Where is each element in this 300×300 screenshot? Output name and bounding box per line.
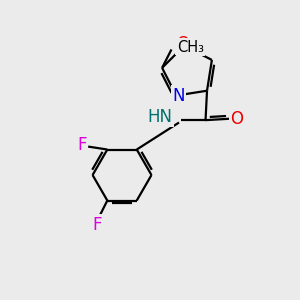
Text: O: O: [230, 110, 244, 128]
Text: CH₃: CH₃: [177, 40, 204, 55]
Text: F: F: [92, 216, 102, 234]
Text: F: F: [77, 136, 87, 154]
Text: HN: HN: [147, 108, 172, 126]
Text: N: N: [172, 87, 184, 105]
Text: O: O: [176, 35, 189, 53]
